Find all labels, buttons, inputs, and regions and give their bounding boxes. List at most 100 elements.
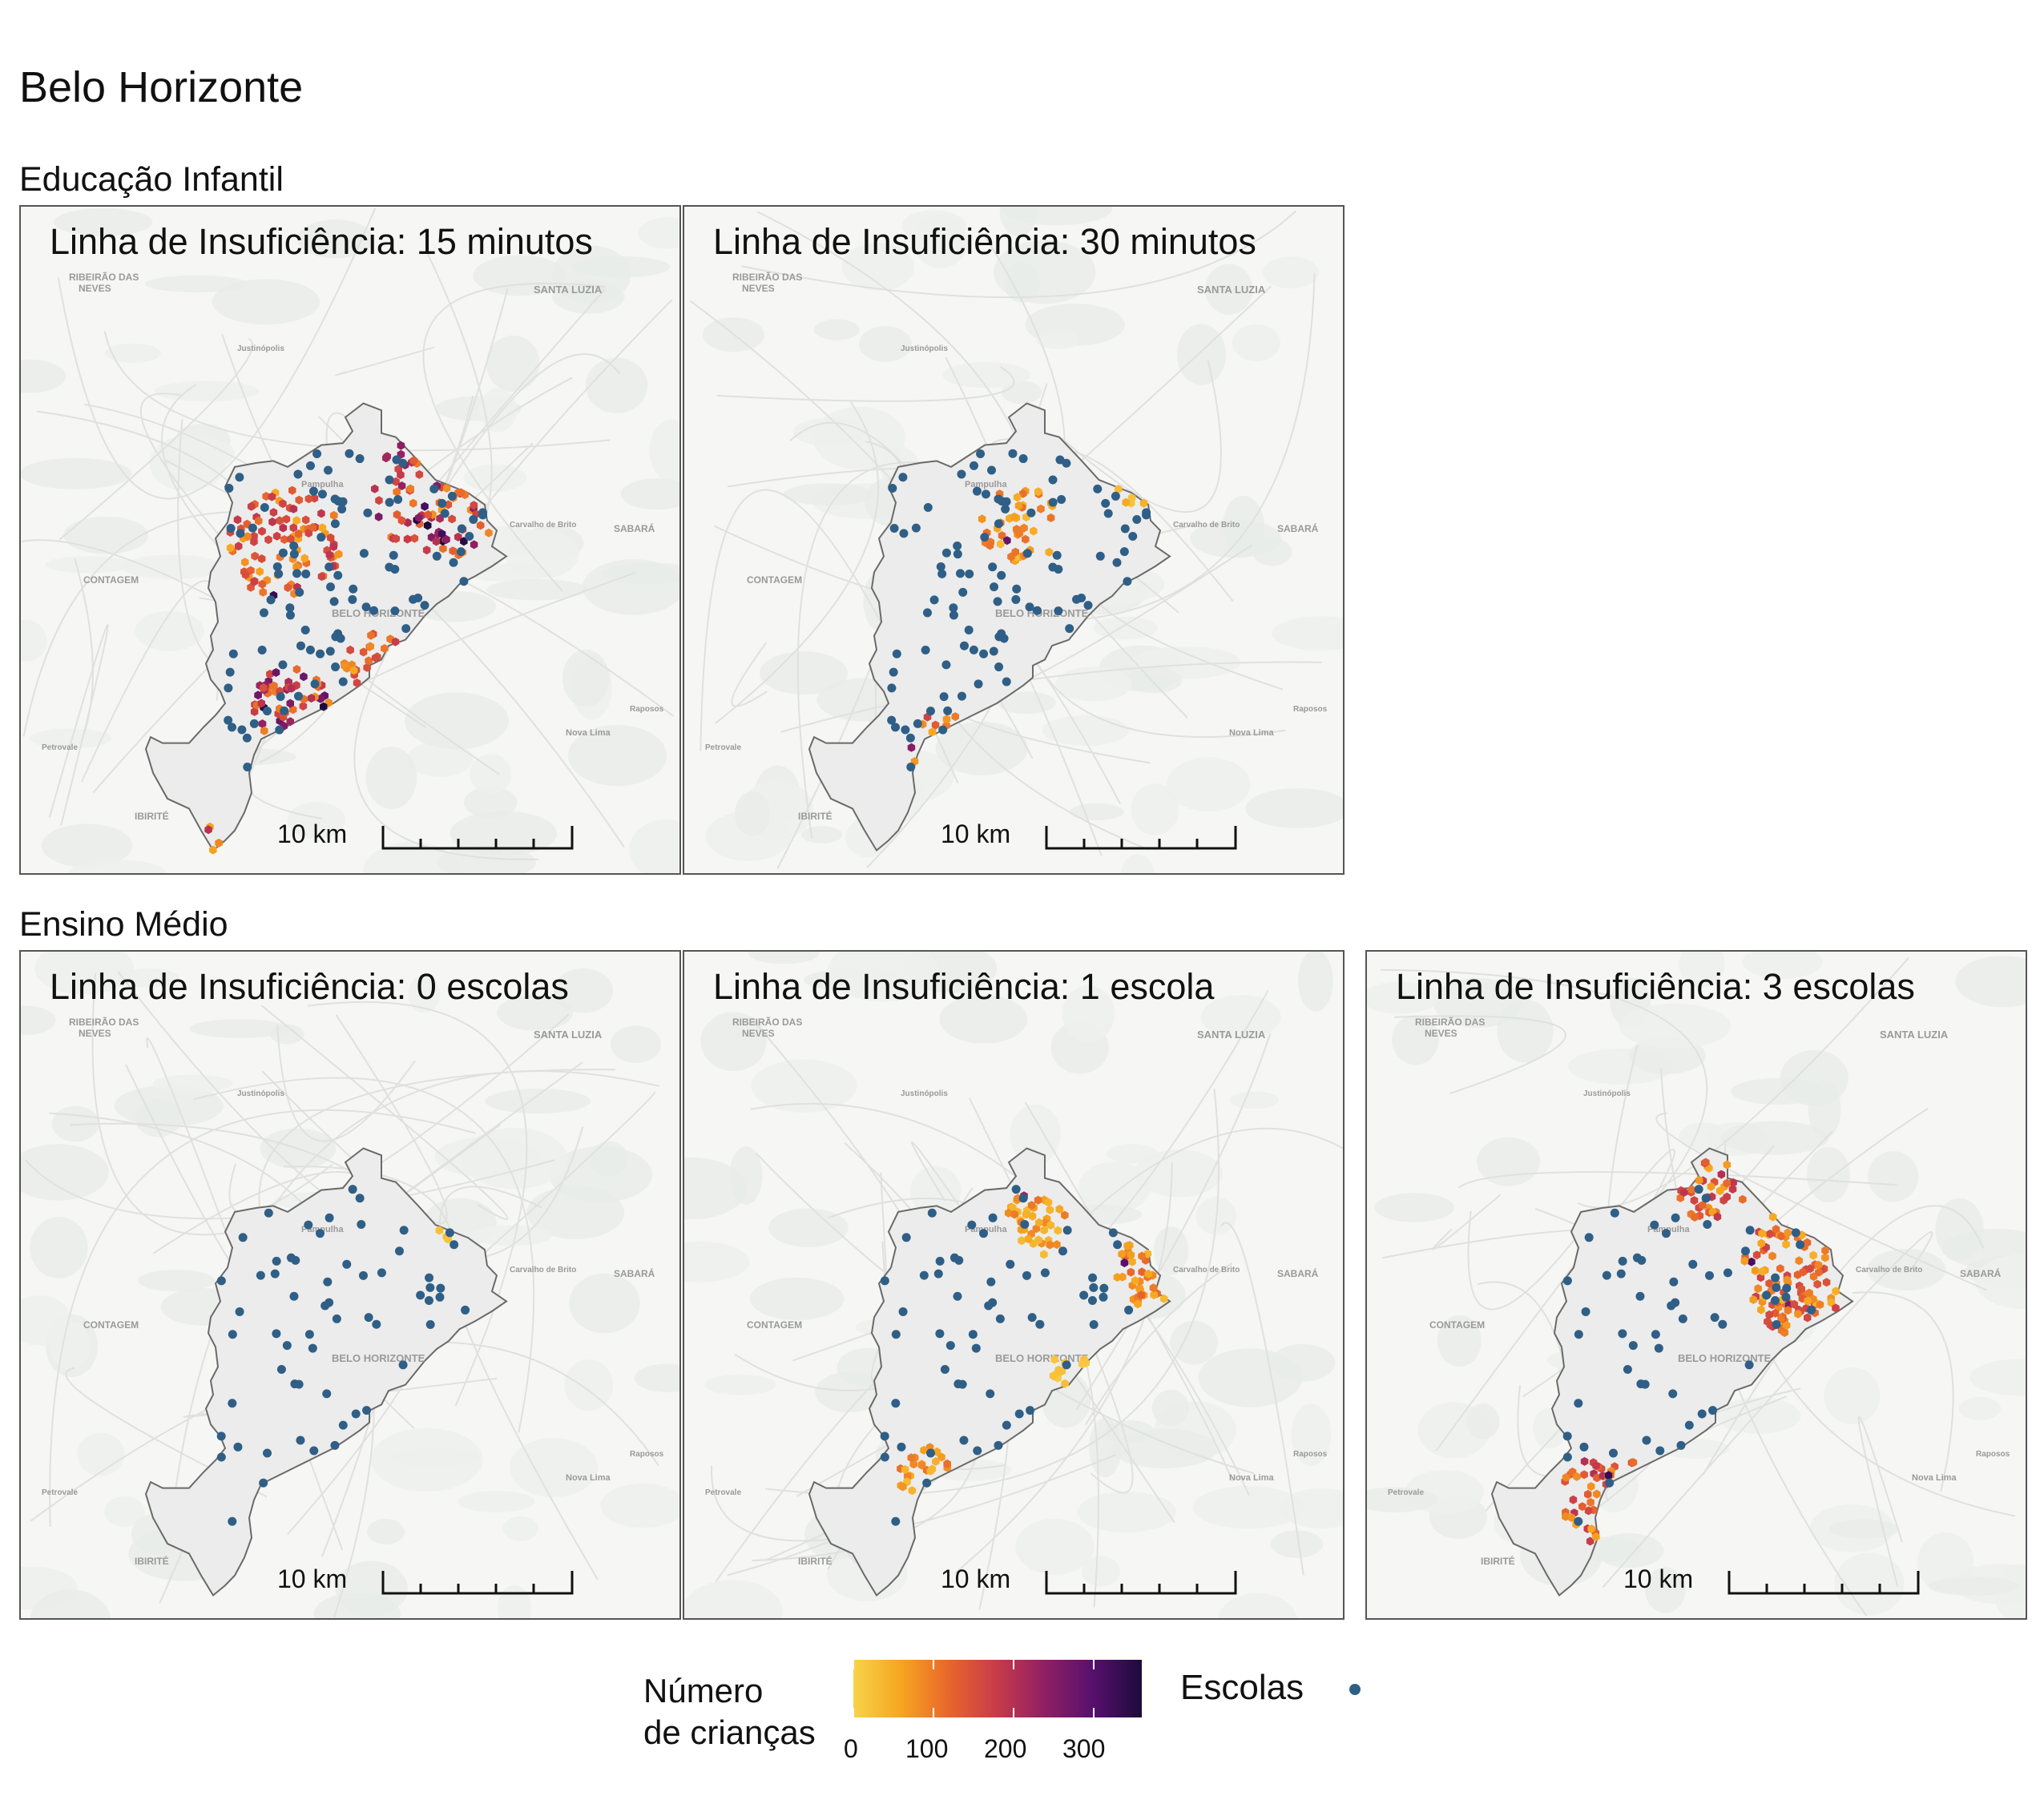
basemap-texture-patch [470, 1225, 553, 1246]
school-point [994, 1440, 1003, 1450]
hexbin-cell [1018, 1236, 1026, 1246]
basemap-label-neves: NEVES [742, 283, 775, 294]
hexbin-cell [1562, 1472, 1570, 1482]
hexbin-cell [1821, 1253, 1829, 1262]
school-point [980, 533, 990, 542]
hexbin-cell [1034, 487, 1042, 497]
school-point [1635, 1291, 1645, 1301]
school-point [216, 1431, 226, 1441]
hexbin-cell [996, 539, 1005, 549]
school-point [964, 626, 974, 635]
basemap-label-carvalho: Carvalho de Brito [1173, 1266, 1240, 1274]
school-point [390, 606, 400, 616]
hexbin-cell [1131, 1276, 1139, 1286]
hexbin-cell [255, 516, 263, 525]
basemap-texture-patch [1010, 1104, 1061, 1166]
basemap-texture-patch [1015, 1518, 1095, 1575]
panel-title: Linha de Insuficiência: 30 minutos [713, 221, 1256, 262]
hexbin-cell [317, 509, 325, 518]
basemap-label-justinopolis: Justinópolis [901, 344, 948, 353]
hexbin-cell [449, 546, 457, 556]
school-point [994, 494, 1003, 504]
school-point [330, 519, 340, 529]
hexbin-cell [288, 485, 296, 495]
basemap-texture-patch [1928, 1576, 2019, 1596]
hexbin-cell [259, 587, 267, 597]
hexbin-cell [404, 517, 412, 527]
basemap-road [422, 282, 606, 592]
basemap-texture-patch [1229, 1091, 1279, 1109]
school-point [322, 1389, 332, 1399]
basemap-texture-patch [1263, 256, 1319, 289]
basemap-label-pampulha: Pampulha [965, 480, 1007, 489]
hexbin-cell [908, 1486, 917, 1496]
basemap-texture-patch [1069, 803, 1124, 820]
hexbin-cell [933, 1447, 941, 1456]
basemap-road [1602, 1231, 1933, 1588]
basemap-texture-patch [1867, 1248, 1946, 1291]
hexbin-cell [899, 1482, 907, 1492]
school-point [272, 562, 282, 571]
hexbin-cell [1707, 1182, 1715, 1191]
school-point [440, 509, 450, 518]
basemap-label-justinopolis: Justinópolis [1583, 1089, 1631, 1098]
school-point [939, 692, 949, 702]
school-point [1062, 1226, 1072, 1235]
school-point [1062, 1360, 1071, 1370]
school-point [935, 1329, 945, 1339]
basemap-texture-patch [548, 1146, 653, 1203]
school-point [898, 1307, 908, 1316]
hexbin-cell [349, 666, 358, 675]
hexbin-cell [366, 642, 374, 651]
hexbin-cell [1040, 1226, 1048, 1235]
hexbin-cell [1144, 1269, 1152, 1278]
school-point [266, 595, 276, 605]
basemap-road [1852, 1291, 1954, 1492]
school-point [424, 1295, 433, 1305]
hexbin-cell [294, 529, 303, 538]
hexbin-cell [1797, 1284, 1805, 1294]
basemap-texture-patch [735, 791, 770, 836]
hexbin-cell [286, 717, 294, 727]
panel-title: Linha de Insuficiência: 15 minutos [50, 221, 593, 262]
school-point [242, 733, 252, 743]
school-point [315, 1229, 325, 1238]
school-point [891, 1516, 901, 1526]
basemap-texture-patch [1466, 1403, 1500, 1440]
hexbin-cell [928, 1464, 937, 1474]
basemap-texture-patch [1042, 715, 1129, 746]
hexbin-cell [250, 577, 258, 586]
basemap-label-carvalho: Carvalho de Brito [1856, 1266, 1922, 1274]
hexbin-cell [1739, 1194, 1747, 1204]
school-point [941, 660, 951, 670]
school-point [969, 461, 978, 470]
hexbin-cell [279, 499, 287, 509]
school-point [1688, 1259, 1698, 1269]
hexbin-cell [1587, 1482, 1595, 1492]
school-point [1002, 677, 1011, 687]
school-point [275, 725, 284, 735]
hexbin-cell [1150, 1291, 1158, 1299]
hexbin-cell [320, 702, 328, 711]
basemap-texture-patch [1170, 1320, 1218, 1365]
basemap-label-neves: NEVES [79, 283, 111, 294]
basemap-texture-patch [212, 279, 321, 325]
hexbin-cell [365, 656, 373, 666]
school-point [342, 1259, 352, 1269]
school-point [989, 646, 998, 656]
hexbin-cell [460, 537, 468, 546]
school-point [1697, 1409, 1707, 1419]
school-point [1796, 1240, 1805, 1250]
school-point [357, 1220, 366, 1230]
basemap-road [1857, 1416, 1903, 1588]
school-point [289, 1291, 299, 1301]
basemap-background [21, 208, 679, 873]
school-point [361, 602, 371, 612]
school-point [969, 645, 978, 654]
school-point [1772, 1282, 1781, 1292]
hexbin-cell [1137, 1291, 1146, 1300]
school-point [925, 707, 935, 716]
